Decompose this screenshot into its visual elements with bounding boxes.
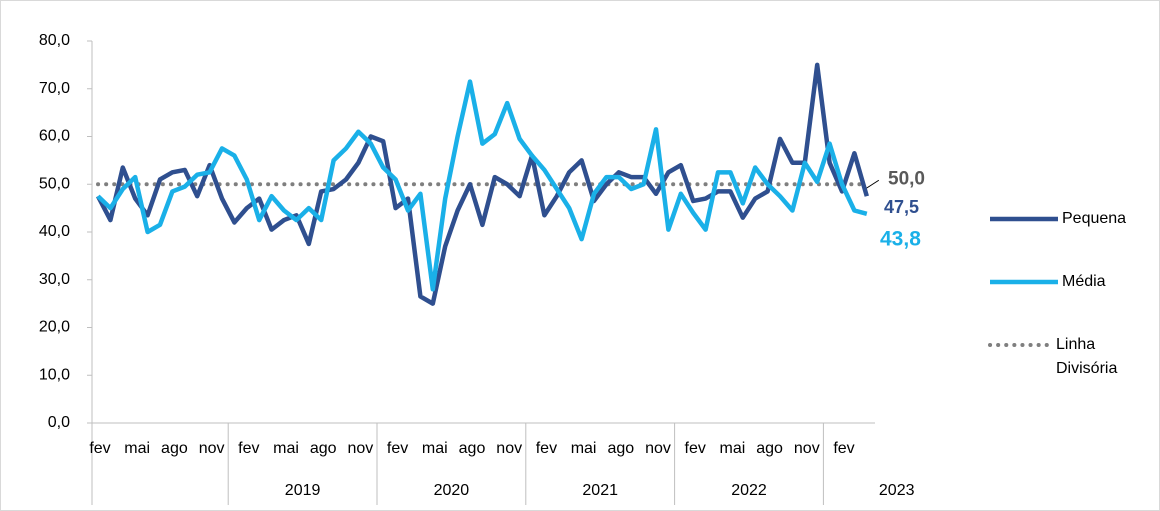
legend-label: Linha Divisória	[1056, 336, 1117, 377]
year-label: 2023	[879, 482, 915, 499]
x-tick-label: fev	[238, 440, 259, 457]
end-label: 43,8	[880, 228, 921, 251]
x-tick-label: fev	[685, 440, 706, 457]
year-label: 2022	[731, 482, 767, 499]
x-tick-label: mai	[273, 440, 299, 457]
x-tick-label: mai	[571, 440, 597, 457]
series-line	[96, 62, 869, 306]
x-tick-label: nov	[496, 440, 522, 457]
year-label: 2019	[285, 482, 321, 499]
x-tick-label: ago	[459, 440, 486, 457]
x-tick-label: fev	[89, 440, 110, 457]
y-tick-label: 50,0	[39, 175, 70, 192]
y-tick-label: 60,0	[39, 128, 70, 145]
year-label: 2020	[434, 482, 470, 499]
x-tick-label: mai	[422, 440, 448, 457]
x-tick-label: nov	[199, 440, 225, 457]
series-line	[96, 79, 868, 292]
x-tick-label: ago	[310, 440, 337, 457]
x-tick-label: ago	[607, 440, 634, 457]
end-label: 47,5	[884, 197, 919, 217]
year-label: 2021	[582, 482, 618, 499]
x-tick-label: nov	[348, 440, 374, 457]
y-tick-label: 80,0	[39, 32, 70, 49]
reference-leader	[864, 179, 880, 190]
y-tick-label: 40,0	[39, 223, 70, 240]
x-tick-label: mai	[720, 440, 746, 457]
legend-label: Pequena	[1062, 210, 1126, 227]
x-tick-label: mai	[124, 440, 150, 457]
x-tick-label: ago	[756, 440, 783, 457]
x-tick-label: fev	[833, 440, 854, 457]
reference-label: 50,0	[888, 168, 925, 189]
x-tick-label: nov	[794, 440, 820, 457]
legend-label: Média	[1062, 273, 1106, 290]
y-tick-label: 0,0	[48, 414, 70, 431]
y-tick-label: 10,0	[39, 366, 70, 383]
x-tick-label: nov	[645, 440, 671, 457]
y-tick-label: 70,0	[39, 80, 70, 97]
x-tick-label: fev	[387, 440, 408, 457]
x-tick-label: ago	[161, 440, 188, 457]
y-tick-label: 30,0	[39, 271, 70, 288]
x-tick-label: fev	[536, 440, 557, 457]
y-tick-label: 20,0	[39, 319, 70, 336]
